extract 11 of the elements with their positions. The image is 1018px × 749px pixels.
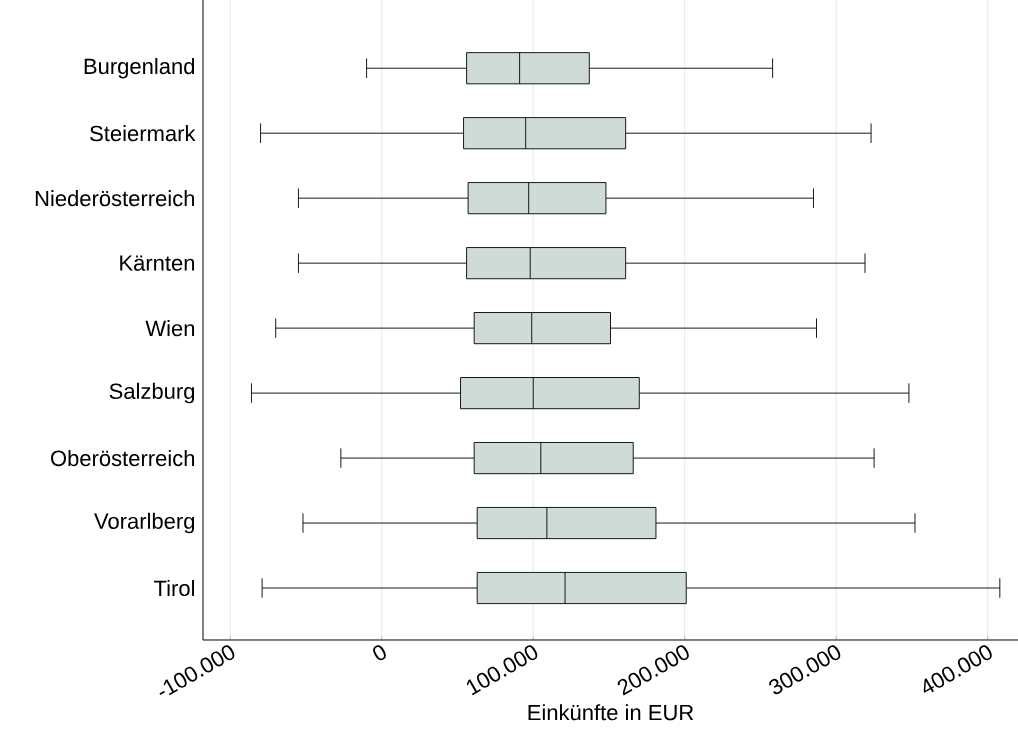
y-tick-label: Steiermark [90,125,196,142]
x-tick-label: 0 [373,645,386,661]
y-tick-label: Wien [145,320,195,337]
y-tick-label: Oberösterreich [51,450,195,467]
y-tick-label: Niederösterreich [35,190,195,207]
y-tick-label: Vorarlberg [94,512,195,534]
y-tick-label: Kärnten [120,255,195,271]
x-axis-title: Einkünfte in EUR [528,704,694,721]
y-tick-label: Tirol [154,579,194,597]
y-tick-label: Salzburg [109,382,195,404]
y-tick-label: Burgenland [84,57,195,79]
